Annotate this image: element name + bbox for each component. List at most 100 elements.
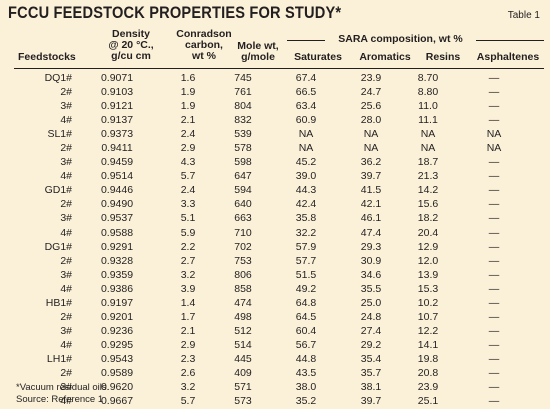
resins-cell: 14.2	[417, 184, 439, 197]
feedstock-cell: DQ1#	[44, 72, 72, 85]
asphaltenes-cell: —	[488, 352, 500, 365]
conradson-cell: 2.4	[180, 184, 196, 197]
asphaltenes-cell: —	[488, 156, 500, 169]
feedstock-cell: 4#	[60, 170, 72, 183]
resins-cell: 13.9	[417, 268, 439, 281]
aromatics-cell: 41.5	[360, 184, 382, 197]
aromatics-cell: 27.4	[360, 324, 382, 337]
table-row: 2# 0.9103 1.9 761 66.5 24.7 8.80 —	[0, 85, 534, 99]
saturates-cell: 66.5	[295, 86, 317, 99]
density-cell: 0.9588	[100, 226, 134, 239]
conradson-cell: 2.6	[180, 367, 196, 379]
resins-cell: 23.9	[417, 381, 439, 394]
density-cell: 0.9386	[100, 282, 134, 295]
density-cell: 0.9667	[100, 395, 134, 408]
table-row: 2# 0.9328 2.7 753 57.7 30.9 12.0 —	[0, 254, 534, 268]
aromatics-cell: 29.2	[360, 338, 382, 351]
header-conradson-line3: wt %	[192, 50, 216, 62]
asphaltenes-cell: —	[488, 367, 500, 379]
feedstock-cell: DG1#	[44, 240, 72, 253]
asphaltenes-cell: —	[488, 324, 500, 337]
header-aromatics: Aromatics	[359, 51, 411, 63]
aromatics-cell: 34.6	[360, 268, 382, 281]
conradson-cell: 1.6	[180, 72, 196, 85]
table-row: HB1# 0.9197 1.4 474 64.8 25.0 10.2 —	[0, 296, 534, 310]
table-row: 4# 0.9667 5.7 573 35.2 39.7 25.1 —	[0, 394, 534, 408]
sara-rule-right	[476, 40, 544, 41]
feedstock-cell: SL1#	[47, 128, 72, 141]
asphaltenes-cell: —	[488, 170, 500, 183]
header-conradson: Conradson carbon, wt %	[174, 29, 234, 62]
feedstock-cell: GD1#	[44, 184, 72, 197]
aromatics-cell: 28.0	[360, 114, 382, 127]
molewt-cell: 594	[234, 184, 252, 197]
saturates-cell: 57.7	[295, 254, 317, 267]
molewt-cell: 474	[234, 296, 252, 309]
molewt-cell: 858	[234, 282, 252, 295]
molewt-cell: 578	[234, 142, 252, 155]
header-resins: Resins	[425, 51, 461, 63]
table-row: 4# 0.9386 3.9 858 49.2 35.5 15.3 —	[0, 282, 534, 296]
conradson-cell: 2.9	[180, 142, 196, 155]
aromatics-cell: 25.6	[360, 100, 382, 113]
conradson-cell: 3.2	[180, 268, 196, 281]
aromatics-cell: NA	[363, 142, 379, 155]
asphaltenes-cell: —	[488, 268, 500, 281]
header-conradson-line2: carbon,	[185, 39, 223, 51]
asphaltenes-cell: —	[488, 296, 500, 309]
header-molewt: Mole wt, g/mole	[228, 41, 288, 63]
saturates-cell: 35.8	[295, 212, 317, 225]
feedstock-cell: 2#	[60, 310, 72, 323]
feedstock-cell: 3#	[60, 381, 72, 394]
asphaltenes-cell: —	[488, 338, 500, 351]
conradson-cell: 2.9	[180, 338, 196, 351]
feedstock-cell: 2#	[60, 86, 72, 99]
feedstock-cell: 3#	[60, 212, 72, 225]
density-cell: 0.9359	[100, 268, 134, 281]
molewt-cell: 409	[234, 367, 252, 379]
feedstock-cell: 3#	[60, 100, 72, 113]
saturates-cell: 49.2	[295, 282, 317, 295]
resins-cell: NA	[420, 142, 436, 155]
conradson-cell: 5.7	[180, 170, 196, 183]
conradson-cell: 2.3	[180, 352, 196, 365]
saturates-cell: 44.3	[295, 184, 317, 197]
table-row: 3# 0.9620 3.2 571 38.0 38.1 23.9 —	[0, 380, 534, 394]
header-asphaltenes: Asphaltenes	[476, 51, 540, 63]
resins-cell: 20.8	[417, 367, 439, 379]
resins-cell: 18.7	[417, 156, 439, 169]
feedstock-cell: 2#	[60, 198, 72, 211]
resins-cell: 12.2	[417, 324, 439, 337]
resins-cell: 15.6	[417, 198, 439, 211]
resins-cell: 18.2	[417, 212, 439, 225]
aromatics-cell: 38.1	[360, 381, 382, 394]
aromatics-cell: 36.2	[360, 156, 382, 169]
table-row: 4# 0.9514 5.7 647 39.0 39.7 21.3 —	[0, 169, 534, 183]
table-row: GD1# 0.9446 2.4 594 44.3 41.5 14.2 —	[0, 183, 534, 197]
feedstock-cell: 2#	[60, 367, 72, 379]
saturates-cell: NA	[298, 128, 314, 141]
table-row: 3# 0.9459 4.3 598 45.2 36.2 18.7 —	[0, 155, 534, 169]
density-cell: 0.9137	[100, 114, 134, 127]
density-cell: 0.9291	[100, 240, 134, 253]
aromatics-cell: 24.8	[360, 310, 382, 323]
feedstock-cell: LH1#	[46, 352, 72, 365]
table-row: 4# 0.9137 2.1 832 60.9 28.0 11.1 —	[0, 113, 534, 127]
saturates-cell: 45.2	[295, 156, 317, 169]
molewt-cell: 445	[234, 352, 252, 365]
header-density-line3: g/cu cm	[111, 50, 151, 62]
asphaltenes-cell: —	[488, 226, 500, 239]
table-row: LH1# 0.9543 2.3 445 44.8 35.4 19.8 —	[0, 352, 534, 366]
saturates-cell: 67.4	[295, 72, 317, 85]
density-cell: 0.9514	[100, 170, 134, 183]
asphaltenes-cell: —	[488, 114, 500, 127]
header-density: Density @ 20 °C., g/cu cm	[96, 29, 166, 62]
conradson-cell: 2.1	[180, 324, 196, 337]
aromatics-cell: 46.1	[360, 212, 382, 225]
table-row: DG1# 0.9291 2.2 702 57.9 29.3 12.9 —	[0, 240, 534, 254]
table-row: 3# 0.9537 5.1 663 35.8 46.1 18.2 —	[0, 211, 534, 225]
conradson-cell: 2.2	[180, 240, 196, 253]
conradson-cell: 1.7	[180, 310, 196, 323]
conradson-cell: 5.7	[180, 395, 196, 408]
conradson-cell: 2.4	[180, 128, 196, 141]
